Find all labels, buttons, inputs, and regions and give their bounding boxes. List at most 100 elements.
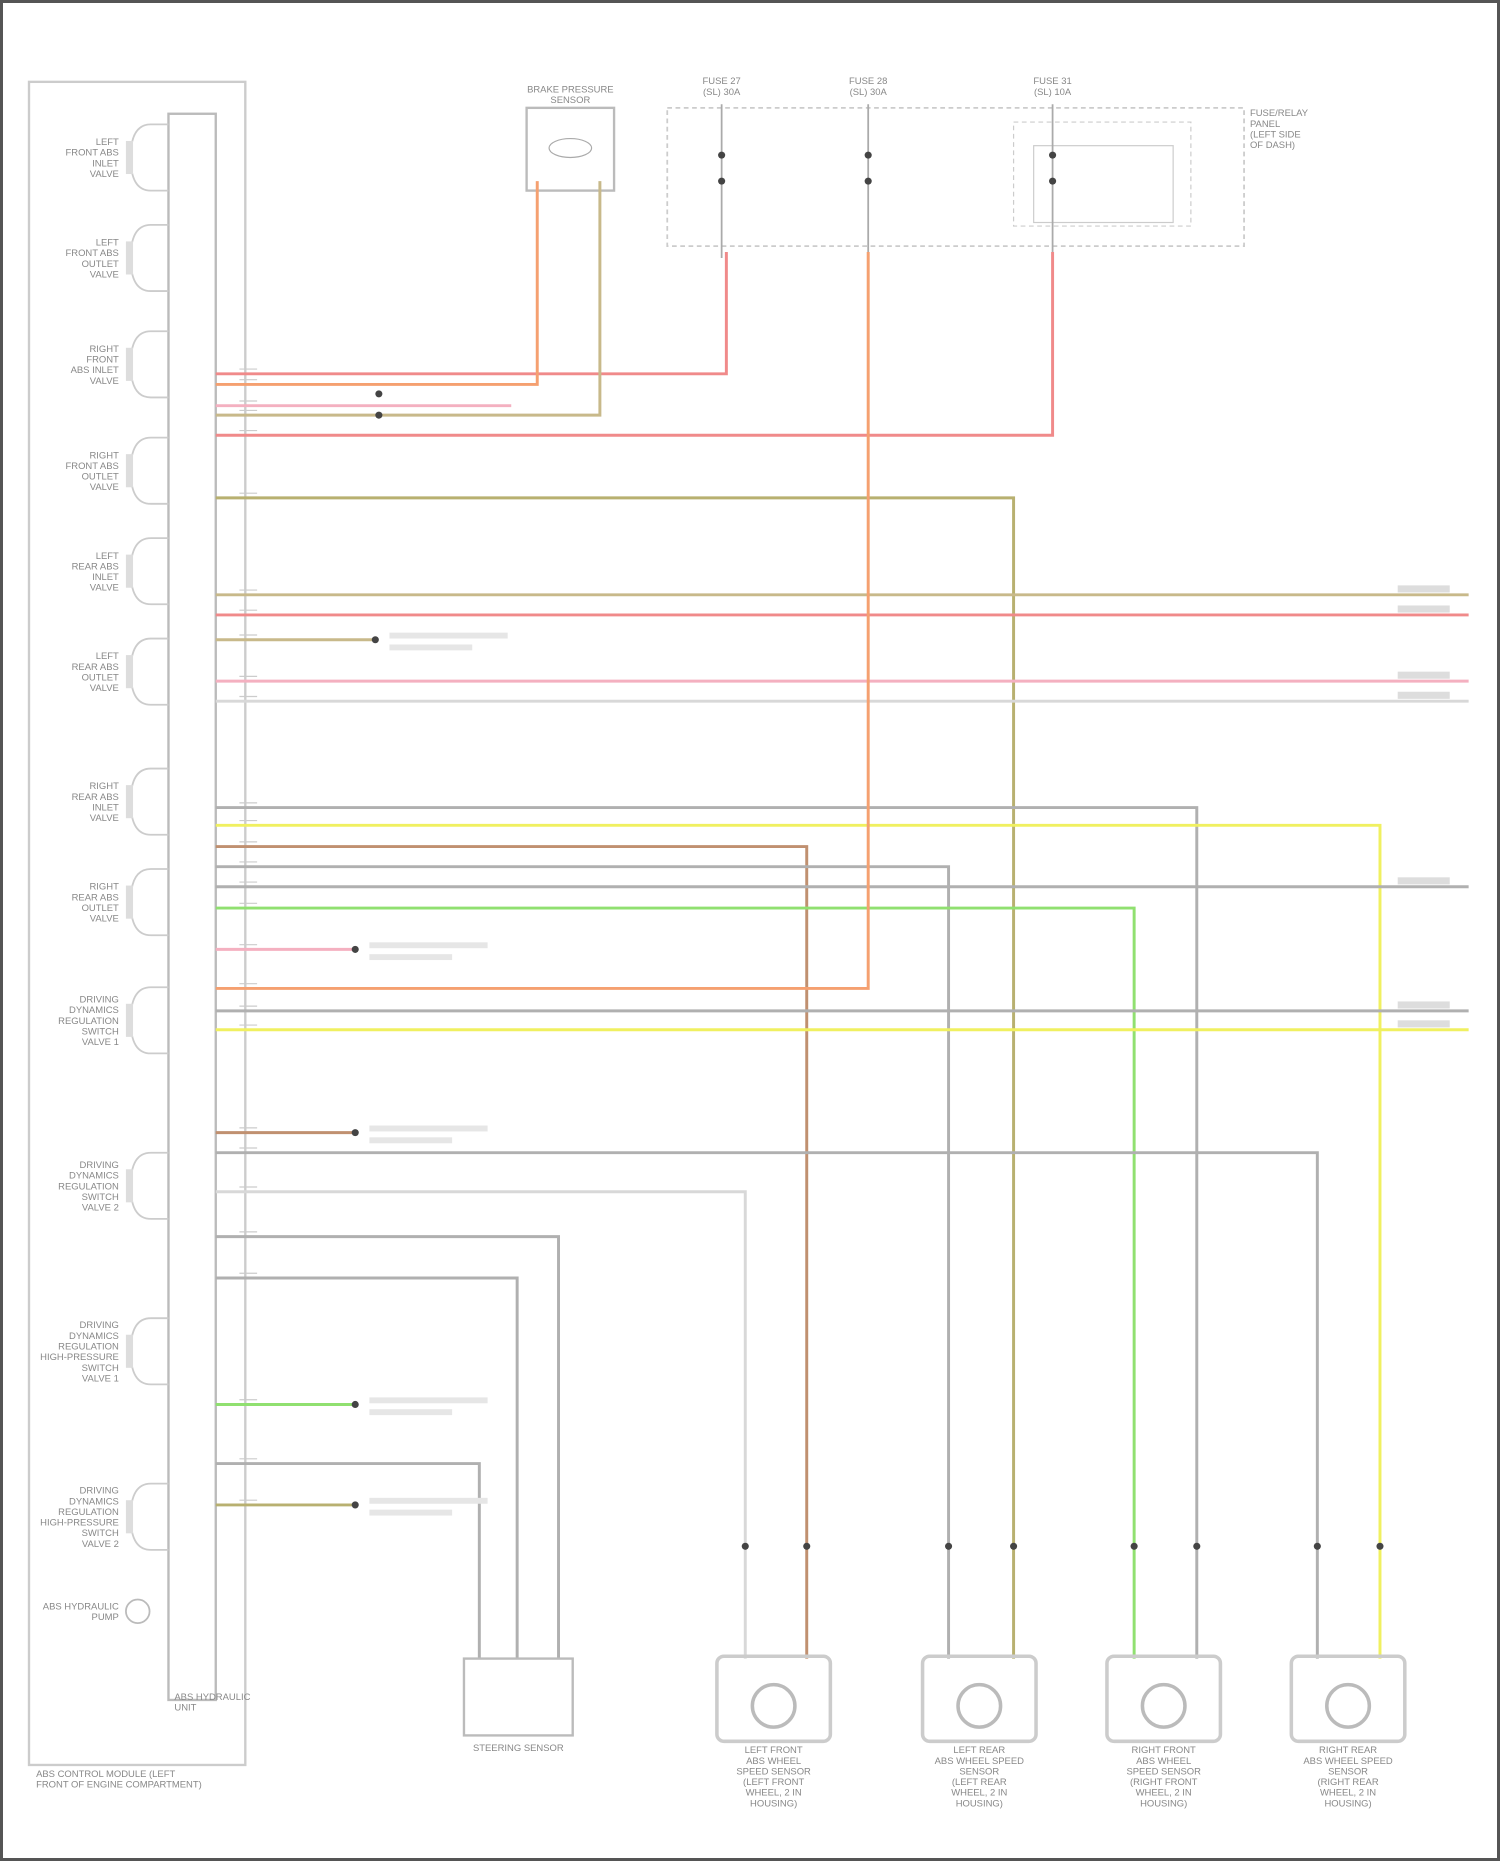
splice-dot bbox=[1049, 151, 1057, 159]
splice-dot bbox=[1313, 1542, 1321, 1550]
valve-label-line: VALVE bbox=[90, 269, 119, 280]
valve-label-line: OUTLET bbox=[82, 903, 119, 914]
wheel-speed-sensor-label-line: WHEEL, 2 IN bbox=[746, 1788, 802, 1799]
wheel-speed-sensor-label-line: (LEFT FRONT bbox=[743, 1777, 804, 1788]
fuse-label: FUSE 28 (SL) 30A bbox=[849, 76, 887, 98]
valve-label: RIGHT REAR ABS OUTLET VALVE bbox=[72, 882, 119, 925]
wire-gray bbox=[215, 1235, 560, 1659]
wheel-speed-sensor-label-line: HOUSING) bbox=[1140, 1798, 1187, 1809]
valve-coil-icon bbox=[129, 1317, 169, 1386]
fuse-label-line: FUSE 28 bbox=[849, 76, 887, 87]
valve-label: LEFT REAR ABS INLET VALVE bbox=[72, 551, 119, 594]
valve-label-line: VALVE 2 bbox=[82, 1203, 119, 1214]
wire-end-label bbox=[1397, 691, 1450, 699]
valve-coil-icon bbox=[129, 123, 169, 192]
valve-label-line: DRIVING bbox=[80, 1320, 119, 1331]
valve-coil-icon bbox=[129, 537, 169, 606]
fuse-panel-label-line: (LEFT SIDE bbox=[1250, 129, 1301, 140]
valve-label: DRIVING DYNAMICS REGULATION SWITCH VALVE 2 bbox=[58, 1160, 119, 1214]
valve-label: DRIVING DYNAMICS REGULATION SWITCH VALVE 1 bbox=[58, 995, 119, 1049]
valve-label-line: VALVE 2 bbox=[82, 1539, 119, 1550]
wire-orange bbox=[215, 252, 870, 990]
wheel-speed-sensor-label-line: RIGHT FRONT bbox=[1132, 1745, 1197, 1756]
valve-label-line: OUTLET bbox=[82, 673, 119, 684]
valve-label-line: LEFT bbox=[96, 137, 119, 148]
valve-label-line: INLET bbox=[92, 158, 119, 169]
wheel-speed-sensor-icon bbox=[956, 1682, 1003, 1729]
steering-sensor-box bbox=[462, 1657, 574, 1737]
pump-motor-icon bbox=[125, 1598, 151, 1625]
valve-label: RIGHT REAR ABS INLET VALVE bbox=[72, 781, 119, 824]
valve-label-line: REAR ABS bbox=[72, 561, 119, 572]
valve-label-line: DRIVING bbox=[80, 1160, 119, 1171]
fuse-label: FUSE 27 (SL) 30A bbox=[702, 76, 740, 98]
splice-dot bbox=[1049, 177, 1057, 185]
wire-gray bbox=[215, 1462, 481, 1659]
valve-label-line: VALVE bbox=[90, 583, 119, 594]
valve-label-line: FRONT ABS bbox=[66, 461, 119, 472]
valve-label-line: DYNAMICS bbox=[69, 1496, 119, 1507]
valve-core bbox=[125, 347, 134, 381]
valve-label-line: INLET bbox=[92, 803, 119, 814]
wheel-speed-sensor-label-line: SENSOR bbox=[1328, 1766, 1368, 1777]
valve-label-line: SWITCH bbox=[82, 1192, 119, 1203]
valve-core bbox=[125, 140, 134, 175]
module-location-label: ABS CONTROL MODULE (LEFT FRONT OF ENGINE … bbox=[36, 1769, 202, 1791]
fuse-label-line: (SL) 30A bbox=[703, 87, 741, 98]
valve-coil-icon bbox=[129, 1482, 169, 1551]
wire-end-label bbox=[1397, 671, 1450, 679]
valve-label-line: FRONT bbox=[86, 355, 119, 366]
valve-label-line: REGULATION bbox=[58, 1342, 119, 1353]
valve-label-line: PUMP bbox=[92, 1612, 119, 1623]
wire-tan bbox=[215, 181, 602, 417]
wheel-speed-sensor-label-line: SPEED SENSOR bbox=[736, 1766, 811, 1777]
relay-box bbox=[1033, 145, 1174, 224]
valve-label-line: SWITCH bbox=[82, 1363, 119, 1374]
splice-dot bbox=[1130, 1542, 1138, 1550]
wheel-speed-sensor-label-line: LEFT REAR bbox=[953, 1745, 1005, 1756]
valve-coil-icon bbox=[129, 986, 169, 1055]
valve-label: DRIVING DYNAMICS REGULATION HIGH-PRESSURE SW… bbox=[40, 1486, 119, 1550]
wheel-speed-sensor-label-line: (LEFT REAR bbox=[952, 1777, 1007, 1788]
hydraulic-unit-label-line: ABS HYDRAULIC bbox=[174, 1692, 250, 1703]
splice-dot bbox=[351, 945, 359, 953]
wheel-speed-sensor-label: LEFT FRONT ABS WHEEL SPEED SENSOR (LEFT FRO… bbox=[736, 1745, 811, 1809]
valve-label-line: ABS INLET bbox=[71, 365, 119, 376]
fuse-label-line: (SL) 30A bbox=[850, 87, 888, 98]
splice-dot bbox=[1010, 1542, 1018, 1550]
brake-pressure-sensor-box bbox=[525, 106, 616, 192]
wheel-speed-sensor-label-line: WHEEL, 2 IN bbox=[1320, 1788, 1376, 1799]
valve-label-line: RIGHT bbox=[89, 882, 119, 893]
wheel-speed-sensor-housing bbox=[1289, 1654, 1407, 1744]
valve-core bbox=[125, 785, 134, 819]
splice-label bbox=[369, 1409, 453, 1416]
module-location-label-line: ABS CONTROL MODULE (LEFT bbox=[36, 1769, 175, 1780]
wheel-speed-sensor-icon bbox=[1325, 1682, 1372, 1729]
valve-core bbox=[125, 454, 134, 488]
brake-pressure-sensor-label-line: BRAKE PRESSURE bbox=[527, 84, 614, 95]
valve-core bbox=[125, 1500, 134, 1534]
valve-label-line: SWITCH bbox=[82, 1528, 119, 1539]
valve-label-line: FRONT ABS bbox=[66, 148, 119, 159]
valve-label-line: VALVE 1 bbox=[82, 1037, 119, 1048]
wire-gray bbox=[215, 865, 951, 1659]
wire-red bbox=[215, 252, 728, 376]
valve-label-line: REGULATION bbox=[58, 1507, 119, 1518]
splice-dot bbox=[375, 411, 383, 419]
valve-label-line: VALVE bbox=[90, 169, 119, 180]
wheel-speed-sensor-icon bbox=[1140, 1682, 1187, 1729]
fuse-panel-label-line: PANEL bbox=[1250, 119, 1280, 130]
valve-label-line: INLET bbox=[92, 572, 119, 583]
valve-label-line: DRIVING bbox=[80, 995, 119, 1006]
splice-dot bbox=[371, 636, 379, 644]
splice-label bbox=[369, 1509, 453, 1516]
wheel-speed-sensor-label-line: HOUSING) bbox=[1324, 1798, 1371, 1809]
fuse-relay-panel bbox=[666, 106, 1245, 248]
valve-coil-icon bbox=[129, 1151, 169, 1220]
valve-label-line: VALVE bbox=[90, 914, 119, 925]
valve-label-line: REAR ABS bbox=[72, 792, 119, 803]
module-location-label-line: FRONT OF ENGINE COMPARTMENT) bbox=[36, 1779, 202, 1790]
fuse-panel-label: FUSE/RELAY PANEL (LEFT SIDE OF DASH) bbox=[1250, 108, 1309, 151]
wheel-speed-sensor-label-line: ABS WHEEL SPEED bbox=[935, 1756, 1025, 1767]
